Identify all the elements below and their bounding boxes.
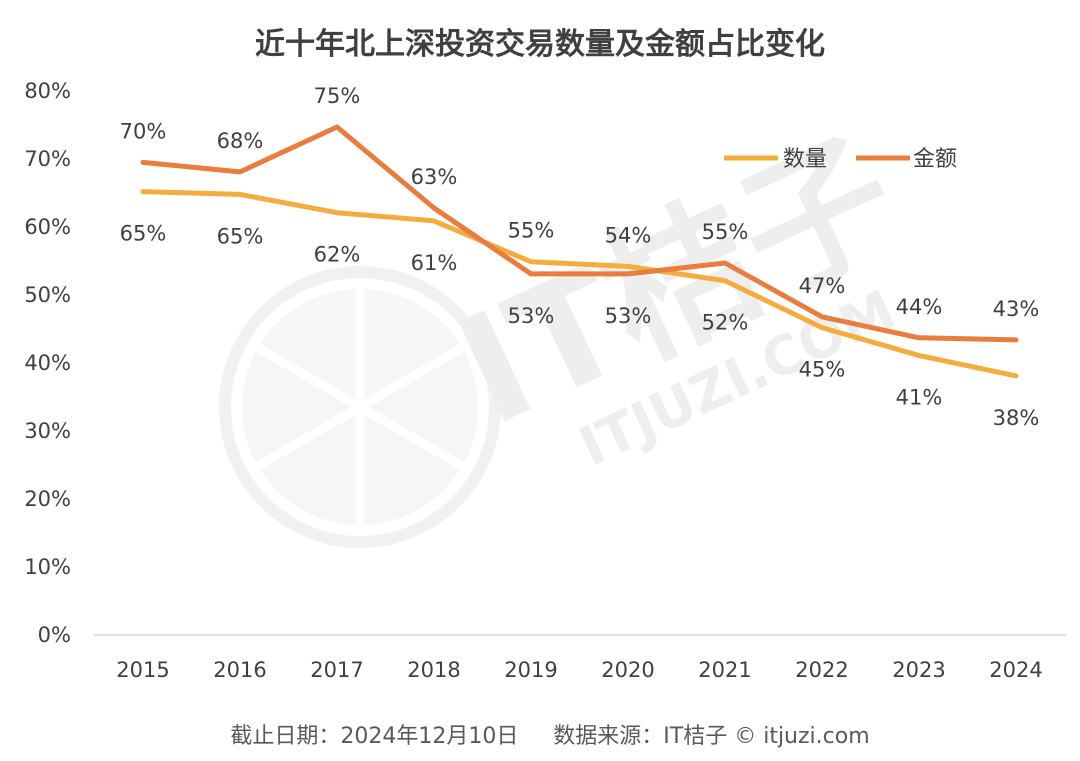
x-tick-label: 2017 [310,658,363,682]
legend: 数量 金额 [724,147,957,172]
y-tick-label: 30% [24,419,71,443]
data-label-amount: 68% [217,129,264,153]
y-tick-label: 80% [24,79,71,103]
x-tick-label: 2021 [698,658,751,682]
data-label-amount: 47% [799,274,846,298]
legend-label-amount: 金额 [913,147,957,172]
series-amount-line [140,124,1019,343]
data-label-quantity: 62% [314,243,361,267]
data-label-quantity: 41% [896,386,943,410]
data-labels: 65% 70% 65% 68% 62% 75% 61% 63% 55% 53% 54% 53% 52% 5… [120,84,1040,430]
data-label-amount: 53% [508,304,555,328]
source-note: 截止日期：2024年12月10日 数据来源：IT桔子 © itjuzi.com [230,724,869,749]
data-label-quantity: 52% [702,311,749,335]
data-label-amount: 63% [411,165,458,189]
data-label-quantity: 65% [217,224,264,248]
data-label-quantity: 54% [605,223,652,247]
y-tick-label: 0% [38,623,71,647]
data-label-amount: 55% [702,220,749,244]
x-tick-label: 2020 [601,658,654,682]
x-tick-label: 2016 [213,658,266,682]
x-tick-label: 2023 [892,658,945,682]
orange-slice-logo-icon [219,266,501,548]
y-tick-label: 20% [24,487,71,511]
legend-label-quantity: 数量 [783,147,827,172]
data-label-amount: 53% [605,304,652,328]
series-lines [140,124,1019,379]
chart-title: 近十年北上深投资交易数量及金额占比变化 [255,27,825,62]
x-tick-label: 2018 [407,658,460,682]
x-axis-ticks: 2015 2016 2017 2018 2019 2020 2021 2022 2023 2024 [116,658,1042,682]
series-quantity-line [140,189,1019,379]
data-label-quantity: 55% [508,219,555,243]
y-axis-ticks: 0% 10% 20% 30% 40% 50% 60% 70% 80% [24,79,71,647]
data-label-amount: 43% [993,297,1040,321]
x-tick-label: 2019 [504,658,557,682]
data-label-quantity: 61% [411,251,458,275]
data-label-amount: 70% [120,119,167,143]
data-label-quantity: 45% [799,358,846,382]
data-label-quantity: 65% [120,222,167,246]
x-tick-label: 2015 [116,658,169,682]
x-tick-label: 2022 [795,658,848,682]
data-label-quantity: 38% [993,406,1040,430]
x-tick-label: 2024 [989,658,1042,682]
y-tick-label: 50% [24,283,71,307]
y-tick-label: 10% [24,555,71,579]
data-label-amount: 75% [314,84,361,108]
y-tick-label: 70% [24,147,71,171]
data-label-amount: 44% [896,295,943,319]
y-tick-label: 60% [24,215,71,239]
y-tick-label: 40% [24,351,71,375]
